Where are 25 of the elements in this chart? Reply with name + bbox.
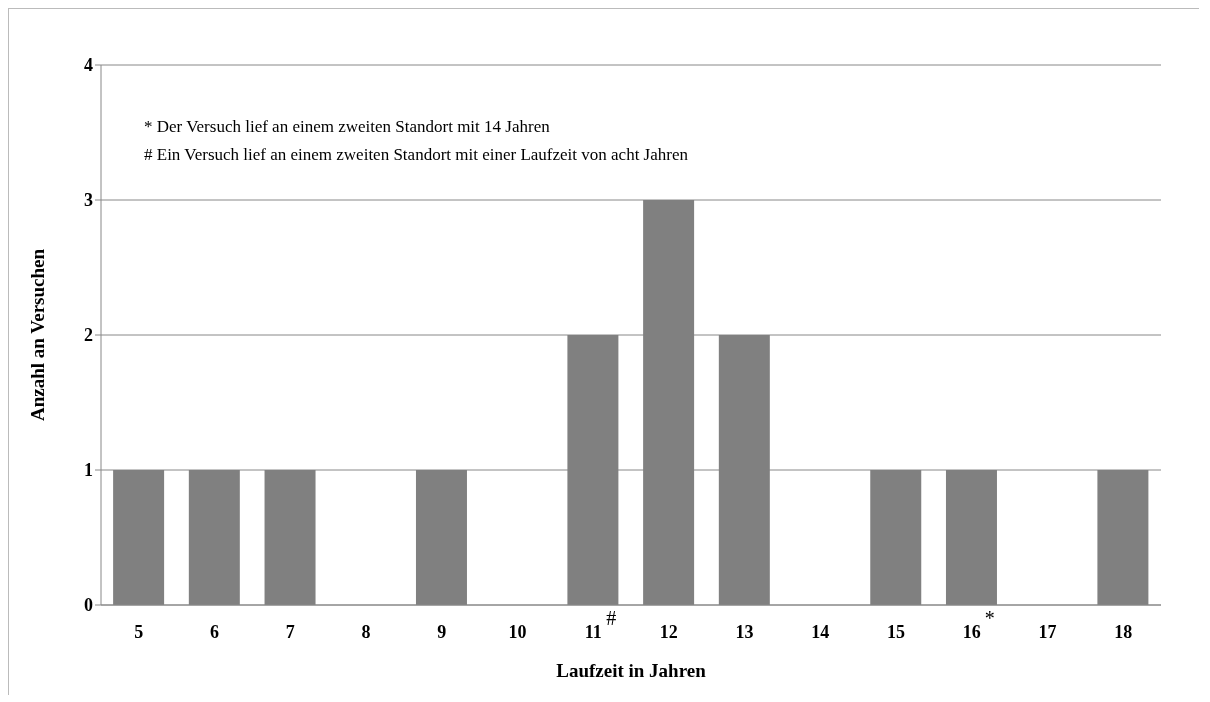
x-tick-label: 11	[584, 621, 602, 642]
y-tick-label: 0	[84, 595, 93, 616]
x-tick-label: 7	[285, 621, 295, 642]
y-tick-label: 1	[84, 460, 93, 481]
x-tick-label: 15	[887, 621, 905, 642]
annotation: * Der Versuch lief an einem zweiten Standort mit 14 Jahren	[144, 116, 551, 138]
x-tick-label: 10	[508, 621, 527, 642]
x-tick-label: 9	[437, 621, 447, 642]
y-tick-label: 3	[84, 190, 93, 211]
x-tick-label: 12	[659, 621, 678, 642]
x-tick-label: 14	[811, 621, 830, 642]
annotation: #	[606, 607, 617, 629]
y-tick-label: 4	[84, 55, 93, 76]
x-tick-label: 17	[1038, 621, 1057, 642]
annotation: *	[984, 607, 995, 629]
y-axis-title: Anzahl an Versuchen	[26, 248, 48, 422]
annotation: # Ein Versuch lief an einem zweiten Standort mit einer Laufzeit von acht Jahren	[144, 144, 688, 166]
x-tick-label: 16	[962, 621, 981, 642]
x-tick-label: 5	[134, 621, 144, 642]
x-axis-title: Laufzeit in Jahren	[556, 660, 707, 681]
x-tick-label: 13	[735, 621, 754, 642]
x-tick-label: 6	[210, 621, 220, 642]
y-tick-label: 2	[84, 325, 93, 346]
x-tick-label: 8	[361, 621, 371, 642]
x-tick-label: 18	[1114, 621, 1133, 642]
